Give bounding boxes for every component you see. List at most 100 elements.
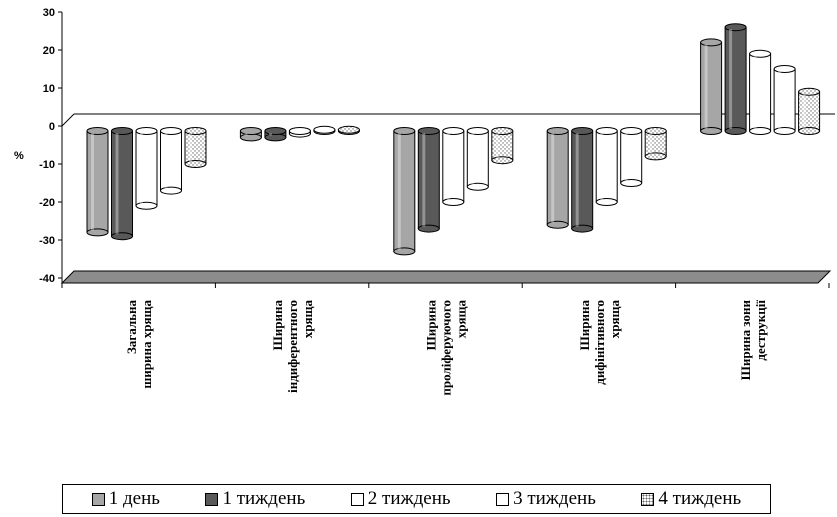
bar-cap-top <box>620 127 643 135</box>
bar-cap-bottom <box>442 198 465 206</box>
bar-cap-top <box>417 127 440 135</box>
bar <box>160 127 182 195</box>
legend-item: 1 тиждень <box>205 488 305 510</box>
bar-cap-top <box>724 23 747 32</box>
bar-cap-bottom <box>620 179 643 187</box>
bar-cap-bottom <box>184 160 207 168</box>
legend-label: 1 день <box>108 488 160 509</box>
bar-cap-top <box>111 127 133 135</box>
bar <box>111 127 133 241</box>
bar-highlight <box>600 133 604 200</box>
category-label: хряща <box>300 300 315 339</box>
legend-swatch <box>350 492 364 506</box>
category-labels: Загальна ширина хряща Ширина індиферентного… <box>124 299 768 395</box>
bar-highlight <box>753 55 757 129</box>
bar <box>724 23 747 135</box>
bar-cap-bottom <box>773 127 796 135</box>
legend-swatch <box>496 492 510 506</box>
bar <box>264 127 287 142</box>
category-label: проліферуючого <box>439 300 454 396</box>
bar-highlight <box>446 133 450 200</box>
bar <box>417 127 440 233</box>
bar-cap-bottom <box>417 224 440 233</box>
bar-cap-bottom <box>798 127 821 135</box>
bar-highlight <box>140 133 143 204</box>
zero-line-edge <box>61 113 75 127</box>
bar <box>644 127 667 161</box>
bar-body <box>393 130 416 252</box>
bar-highlight <box>778 71 782 129</box>
bar <box>184 127 207 168</box>
y-axis-label: % <box>14 150 24 162</box>
bar-body <box>571 130 594 230</box>
bar-cap-top <box>773 65 796 73</box>
bar <box>239 127 262 142</box>
bar-highlight <box>704 44 708 129</box>
y-tick-label: 0 <box>49 121 55 133</box>
bar-highlight <box>624 133 628 181</box>
bar-cap-top <box>700 38 723 47</box>
bar-cap-top <box>264 127 287 135</box>
category-label: хряща <box>454 300 469 339</box>
bar-cap-top <box>184 127 207 135</box>
legend-swatch <box>641 492 655 506</box>
bar-cap-bottom <box>546 220 569 229</box>
bar <box>393 127 416 256</box>
floor <box>60 270 832 284</box>
bar-body <box>491 130 514 161</box>
bar-highlight <box>575 133 579 227</box>
category-label: індиферентного <box>285 300 300 393</box>
bar-cap-bottom <box>466 182 489 191</box>
legend: 1 день 1 тиждень 2 тиждень 3 тиждень 4 тижде… <box>62 484 771 514</box>
bar <box>442 127 465 206</box>
bar-body <box>442 130 465 203</box>
bar-body <box>111 130 133 237</box>
bar-cap-bottom <box>491 156 514 165</box>
legend-item: 1 день <box>91 488 160 510</box>
legend-item: 4 тиждень <box>641 488 741 510</box>
bar-body <box>546 130 569 226</box>
bar-highlight <box>729 29 733 130</box>
bar-cap-top <box>313 125 336 134</box>
bar-body <box>160 130 182 192</box>
bar <box>337 125 360 135</box>
bar <box>288 127 311 138</box>
bar-body <box>595 130 618 203</box>
category-label: Загальна <box>124 300 139 355</box>
bar-cap-top <box>288 127 311 135</box>
bar <box>773 65 796 135</box>
bar <box>595 127 618 206</box>
bar-cap-top <box>546 127 569 135</box>
bar-body <box>700 41 723 132</box>
bar-cap-top <box>337 125 360 134</box>
bar-cap-top <box>160 127 182 135</box>
bar-cap-top <box>442 127 465 135</box>
bar <box>700 38 723 135</box>
category-label: хряща <box>607 300 622 339</box>
y-tick-label: 20 <box>43 45 55 57</box>
bar <box>546 127 569 229</box>
bar-body <box>620 130 643 184</box>
category-label: Ширина зони <box>738 299 753 380</box>
bar-body <box>466 130 489 188</box>
bar-highlight <box>551 133 555 223</box>
bar-cap-top <box>86 127 109 135</box>
y-tick-label: 10 <box>43 83 55 95</box>
bar-highlight <box>495 133 499 159</box>
bar-cap-top <box>239 127 262 135</box>
bar-body <box>135 130 158 207</box>
bar-body <box>86 130 109 233</box>
y-tick-label: -30 <box>39 235 55 247</box>
bar-body <box>773 68 796 132</box>
bar-cap-top <box>749 49 772 58</box>
bar-cap-bottom <box>724 127 747 135</box>
category-label: деструкції <box>753 300 768 361</box>
bar-cap-top <box>135 127 158 135</box>
bar <box>571 127 594 233</box>
bar-cap-top <box>393 127 416 135</box>
y-tick-label: -20 <box>39 197 55 209</box>
bar-body <box>184 130 207 165</box>
bar-cap-top <box>798 87 821 96</box>
y-tick-label: 30 <box>43 7 55 19</box>
